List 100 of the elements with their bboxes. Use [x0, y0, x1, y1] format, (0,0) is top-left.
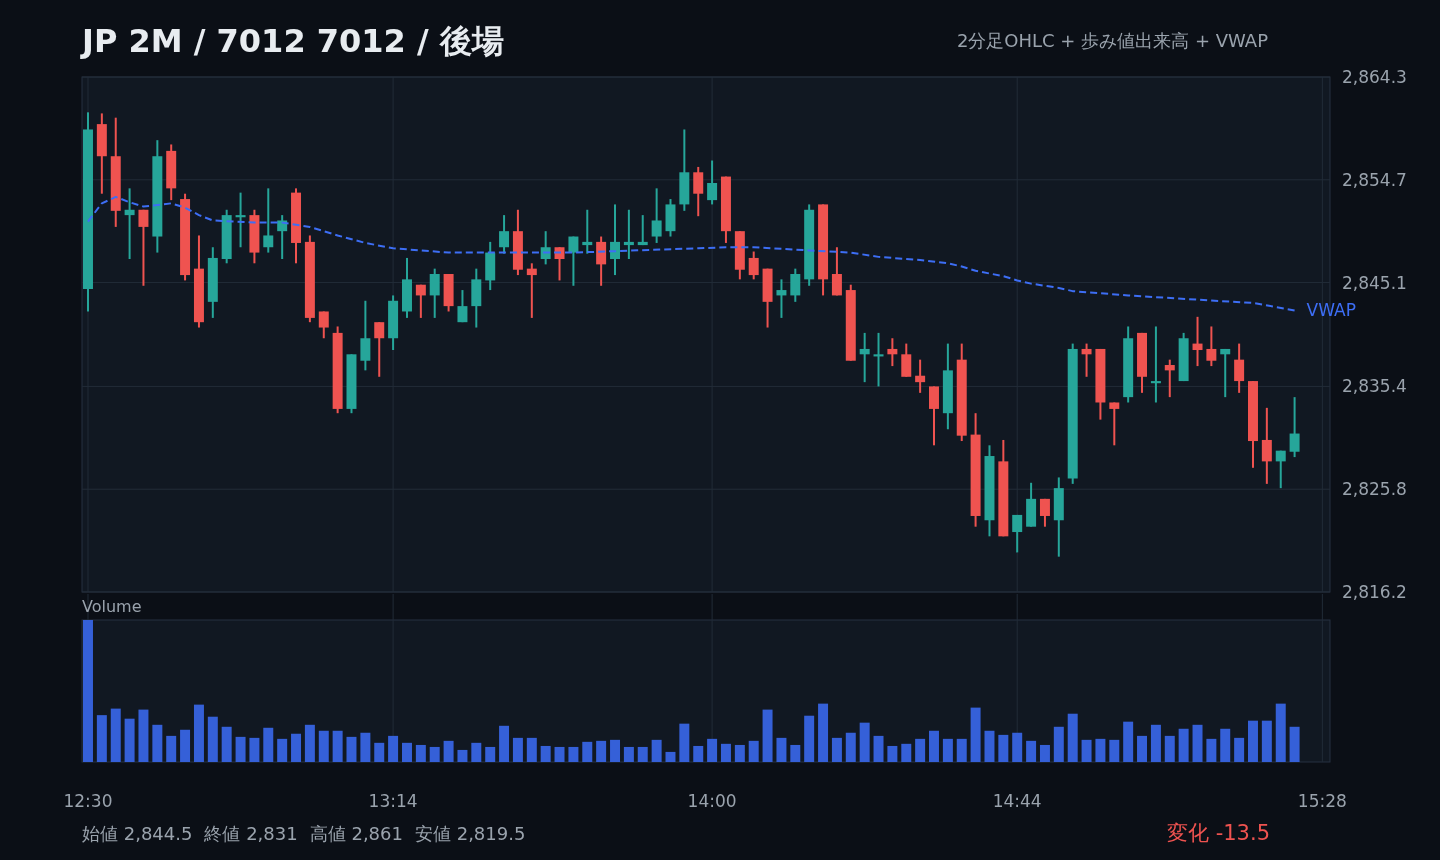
bar [679, 723, 690, 762]
text: 始値 2,844.5 [82, 823, 193, 844]
candlestick [568, 235, 579, 287]
bar [207, 716, 218, 762]
bar [942, 738, 953, 762]
candlestick [138, 208, 149, 287]
candlestick [831, 246, 842, 297]
candlestick [1081, 342, 1092, 378]
bar [970, 707, 981, 762]
bar [1081, 739, 1092, 762]
bar [193, 704, 204, 762]
bar [831, 737, 842, 762]
bar [748, 740, 759, 762]
bar [457, 749, 468, 762]
bar [1289, 726, 1300, 762]
bar [471, 742, 482, 762]
candlestick [790, 267, 801, 303]
bar [1067, 713, 1078, 762]
text: 高値 2,861 [309, 823, 403, 844]
bar [998, 734, 1009, 762]
bar [901, 743, 912, 762]
bar [929, 730, 939, 762]
bar [610, 739, 621, 762]
candlestick [887, 337, 898, 368]
series-label: VWAP [1306, 300, 1356, 321]
candlestick [915, 358, 926, 394]
bar [152, 724, 163, 762]
x-tick-label: 15:28 [1297, 791, 1347, 811]
line-series [86, 195, 1296, 312]
bar [637, 746, 648, 762]
candlestick [596, 235, 607, 287]
bar [956, 738, 967, 762]
candlestick [499, 214, 510, 255]
bar [762, 709, 773, 762]
candlestick [526, 262, 537, 319]
chart-title: JP 2M / 7012 7012 / 後場 [80, 22, 504, 60]
candlestick [429, 267, 440, 319]
candlestick [540, 230, 551, 266]
bar [540, 745, 551, 762]
bar [859, 722, 870, 762]
chart-title: Volume [82, 597, 142, 616]
bar [221, 726, 232, 762]
bar [1150, 724, 1161, 762]
candlestick [1206, 325, 1217, 368]
x-tick-label: 14:44 [992, 791, 1042, 811]
x-tick-label: 14:00 [687, 791, 737, 811]
bar [596, 740, 607, 762]
candlestick [1012, 513, 1023, 554]
x-tick-label: 12:30 [63, 791, 113, 811]
candlestick [277, 214, 288, 261]
bar [818, 703, 829, 762]
bar [1026, 740, 1037, 762]
bar [360, 732, 371, 762]
bar [887, 745, 898, 762]
bar [1275, 703, 1286, 762]
candlestick [1109, 401, 1120, 447]
bar [554, 746, 565, 762]
bar [304, 724, 315, 762]
bar [582, 741, 593, 762]
bar [318, 730, 329, 762]
bar [776, 737, 787, 762]
candlestick [748, 250, 759, 281]
bar [720, 743, 731, 762]
bar [1220, 728, 1231, 762]
y-tick-label: 2,864.3 [1342, 67, 1407, 87]
bar [1164, 735, 1175, 762]
candlestick [263, 187, 274, 254]
bar [263, 727, 274, 762]
bar [83, 620, 93, 762]
candlestick [1275, 449, 1286, 490]
y-tick-label: 2,835.4 [1342, 376, 1407, 397]
candlestick [637, 214, 648, 247]
bar [651, 739, 662, 762]
bar [526, 737, 537, 762]
bar [346, 736, 357, 762]
bar [1137, 735, 1148, 762]
text: 終値 2,831 [203, 823, 298, 844]
text: 安値 2,819.5 [414, 823, 526, 844]
bar [138, 709, 149, 762]
bar [1234, 737, 1245, 762]
candlestick [859, 331, 870, 384]
bar [1109, 739, 1120, 762]
candlestick [1220, 347, 1231, 399]
bar [707, 738, 718, 762]
bar [332, 730, 343, 762]
bar [277, 738, 288, 762]
bar [291, 733, 302, 762]
bar [915, 738, 926, 762]
bar [790, 744, 801, 762]
y-tick-label: 2,845.1 [1342, 272, 1407, 293]
bar [235, 736, 246, 762]
chart-subtitle: 2分足OHLC + 歩み値出来高 + VWAP [956, 30, 1269, 51]
candlestick [1039, 497, 1050, 528]
bar [388, 735, 399, 762]
bar [1012, 732, 1023, 762]
y-tick-label: 2,816.2 [1342, 582, 1407, 602]
bar [1095, 738, 1106, 762]
candlestick [929, 385, 939, 447]
bar [804, 715, 815, 762]
bar [96, 715, 107, 762]
